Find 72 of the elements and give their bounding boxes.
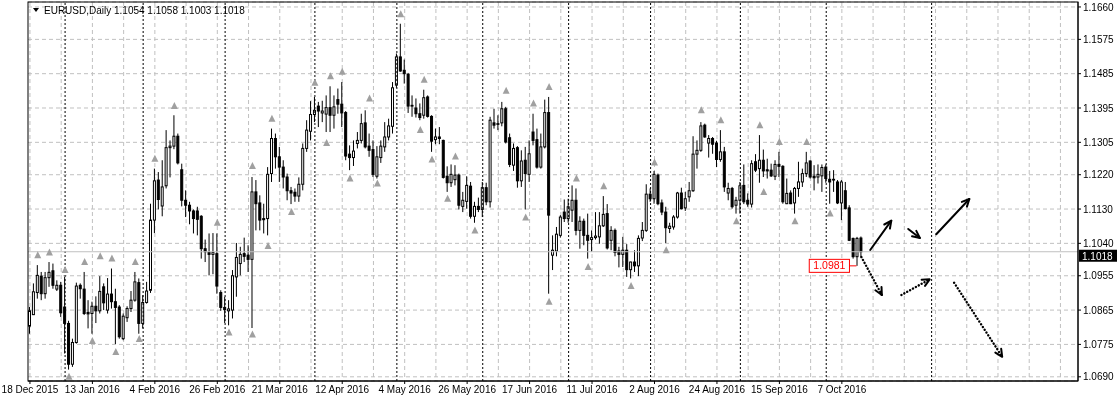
point [45, 248, 53, 256]
point [225, 328, 233, 336]
chart-title: EURUSD,Daily 1.1054 1.1058 1.1003 1.1018 [44, 5, 246, 16]
candlestick [832, 170, 836, 192]
point [88, 336, 96, 344]
point [760, 187, 768, 195]
candlestick [207, 233, 211, 276]
y-tick-label: 1.1485 [1083, 68, 1115, 80]
point [65, 372, 73, 380]
y-tick-label: 1.0955 [1083, 270, 1115, 282]
x-tick-label: 21 Mar 2016 [251, 384, 309, 396]
point [248, 161, 256, 169]
point [826, 209, 834, 217]
x-tick-label: 12 Apr 2016 [315, 384, 370, 396]
y-tick-label: 1.0690 [1083, 371, 1115, 383]
x-tick-label: 4 Feb 2016 [129, 384, 181, 396]
x-tick-label: 17 Jun 2016 [502, 384, 558, 396]
point [428, 155, 436, 163]
point [81, 258, 89, 266]
x-tick-label: 2 Aug 2016 [629, 384, 681, 396]
point [650, 158, 658, 166]
point [311, 78, 319, 86]
x-tick-label: 26 Feb 2016 [189, 384, 246, 396]
x-tick-label: 18 Dec 2015 [1, 384, 59, 396]
point [529, 99, 537, 107]
point [323, 139, 331, 147]
point [584, 262, 592, 270]
x-tick-label: 24 Aug 2016 [688, 384, 746, 396]
y-tick-label: 1.1305 [1083, 136, 1115, 148]
point [545, 83, 553, 91]
point [791, 217, 799, 225]
y-tick-label: 1.0865 [1083, 304, 1115, 316]
point [327, 72, 335, 80]
y-tick-label: 1.1395 [1083, 102, 1115, 114]
point [756, 121, 764, 129]
point [151, 154, 159, 162]
point [213, 218, 221, 226]
y-tick-label: 1.1575 [1083, 33, 1115, 45]
point [502, 86, 510, 94]
point [338, 67, 346, 75]
y-tick-label: 1.1220 [1083, 169, 1115, 181]
point [170, 102, 178, 110]
y-tick-label: 1.1660 [1083, 1, 1115, 13]
y-tick-label: 1.1040 [1083, 237, 1115, 249]
x-tick-label: 15 Sep 2016 [751, 384, 809, 396]
x-tick-label: 26 May 2016 [438, 384, 497, 396]
point [717, 116, 725, 124]
x-tick-label: 13 Jan 2016 [64, 384, 121, 396]
point [108, 254, 116, 262]
x-tick-label: 11 Jul 2016 [566, 384, 618, 396]
y-tick-label: 1.1130 [1083, 203, 1114, 215]
point [112, 348, 120, 356]
point [444, 194, 452, 202]
point [545, 297, 553, 305]
point [627, 282, 635, 290]
point [346, 174, 354, 182]
point [420, 75, 428, 83]
point [732, 217, 740, 225]
candlestick [593, 212, 597, 240]
point [572, 174, 580, 182]
ref-line-label: 1.1018 [1082, 250, 1114, 262]
point [287, 208, 295, 216]
point [775, 137, 783, 145]
x-tick-label: 4 May 2016 [378, 384, 432, 396]
annotation: 1.0981 [813, 259, 846, 272]
point [61, 266, 69, 274]
point [131, 258, 139, 266]
point [264, 242, 272, 250]
y-tick-label: 1.0775 [1083, 338, 1115, 350]
point [803, 137, 811, 145]
x-tick-label: 7 Oct 2016 [817, 384, 867, 396]
point [268, 114, 276, 122]
